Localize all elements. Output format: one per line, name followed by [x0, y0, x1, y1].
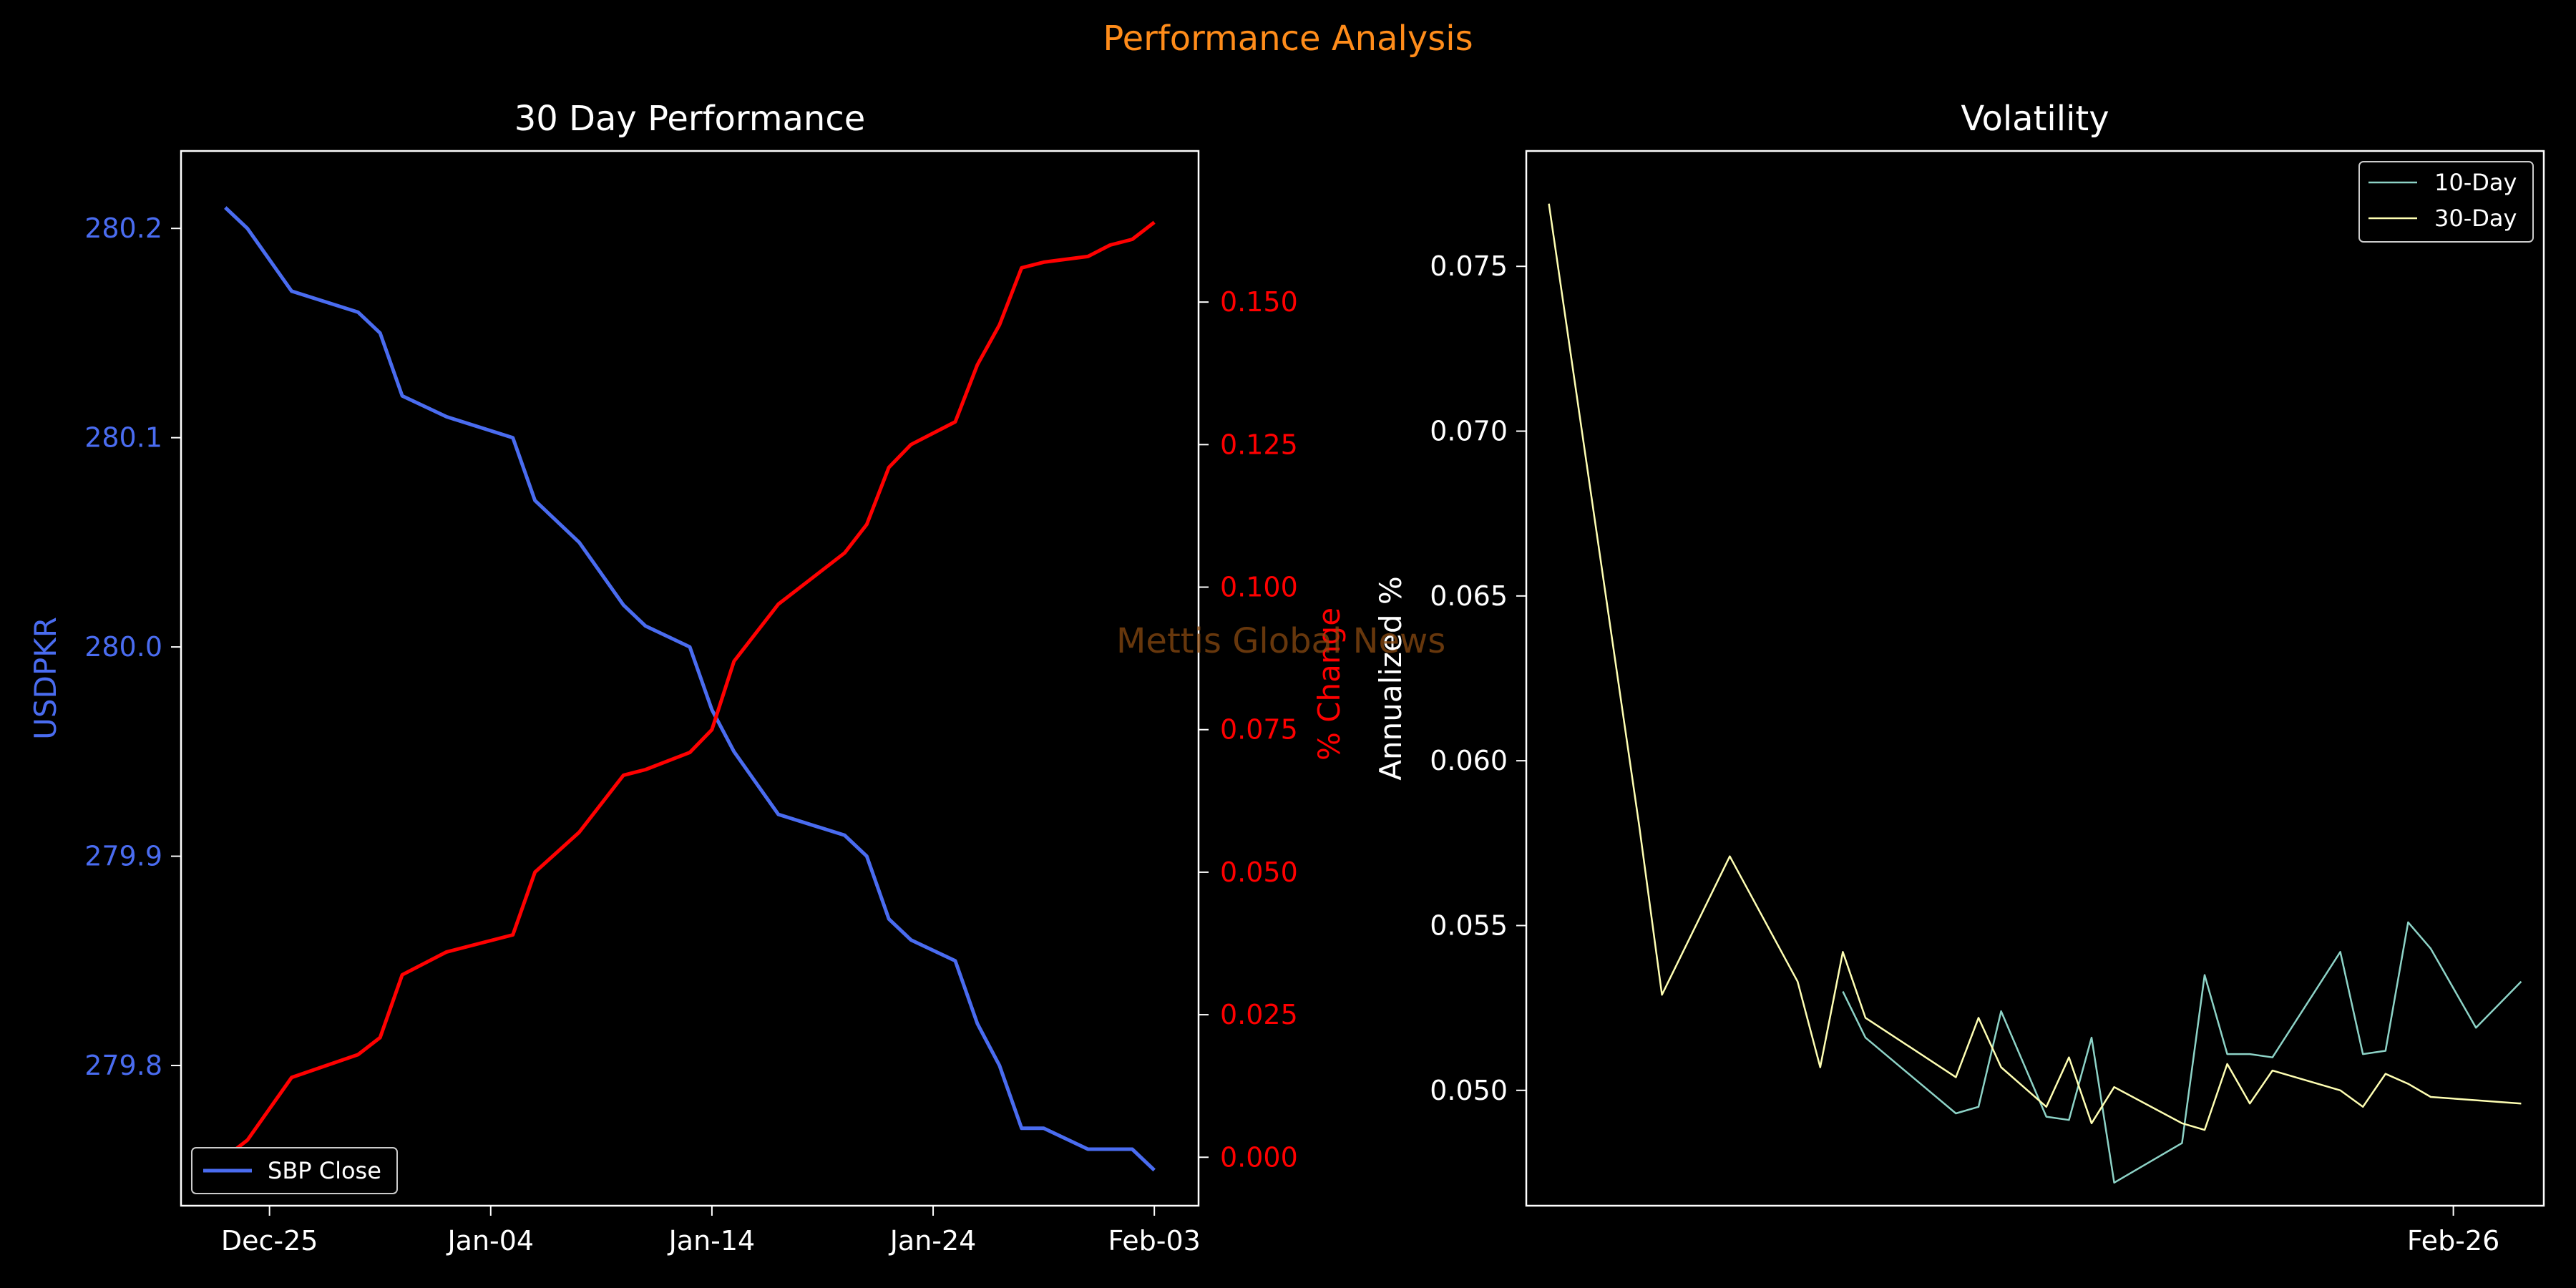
vol-y-tick-label: 0.055	[1430, 909, 1508, 941]
perf-title: 30 Day Performance	[514, 99, 866, 139]
perf-right-tick-label: 0.150	[1220, 286, 1298, 318]
perf-left-tick-label: 279.8	[84, 1050, 162, 1081]
perf-right-tick-label: 0.025	[1220, 999, 1298, 1030]
perf-x-tick-label: Jan-24	[889, 1225, 977, 1257]
perf-right-tick-label: 0.075	[1220, 714, 1298, 746]
vol-y-tick-label: 0.075	[1430, 250, 1508, 282]
perf-right-axis-label: % Change	[1312, 608, 1347, 761]
perf-left-axis-label: USDPKR	[28, 617, 63, 740]
perf-left-tick-label: 280.0	[84, 631, 162, 663]
perf-axes-frame	[180, 150, 1200, 1207]
vol-axes-frame	[1525, 150, 2545, 1207]
perf-right-tick-label: 0.100	[1220, 572, 1298, 603]
perf-right-tick-label: 0.000	[1220, 1141, 1298, 1173]
vol-10day-line	[1842, 921, 2522, 1184]
watermark: Mettis Global News	[1116, 621, 1446, 661]
perf-left-tick-label: 280.2	[84, 213, 162, 244]
perf-legend	[191, 1147, 398, 1194]
perf-left-tick-label: 280.1	[84, 422, 162, 454]
vol-y-axis-label: Annualized %	[1373, 576, 1408, 780]
vol-y-tick-label: 0.065	[1430, 580, 1508, 612]
vol-x-tick-label: Feb-26	[2407, 1225, 2499, 1257]
vol-legend-label: 10-Day	[2434, 169, 2517, 196]
vol-30day-line	[1548, 203, 2522, 1131]
perf-left-tick-label: 279.9	[84, 841, 162, 872]
vol-title: Volatility	[1961, 99, 2109, 139]
pct-change-line	[224, 220, 1156, 1159]
perf-x-tick-label: Jan-14	[668, 1225, 756, 1257]
perf-x-tick-label: Jan-04	[446, 1225, 534, 1257]
vol-y-tick-label: 0.070	[1430, 416, 1508, 447]
perf-right-tick-label: 0.125	[1220, 429, 1298, 460]
perf-x-tick-label: Feb-03	[1108, 1225, 1200, 1257]
perf-legend-label: SBP Close	[268, 1157, 381, 1184]
vol-legend-label: 30-Day	[2434, 205, 2517, 232]
perf-right-tick-label: 0.050	[1220, 857, 1298, 888]
perf-x-tick-label: Dec-25	[221, 1225, 318, 1257]
vol-y-tick-label: 0.060	[1430, 745, 1508, 776]
sbp-close-line	[224, 206, 1156, 1172]
figure-title: Performance Analysis	[1103, 19, 1473, 59]
vol-y-tick-label: 0.050	[1430, 1075, 1508, 1106]
